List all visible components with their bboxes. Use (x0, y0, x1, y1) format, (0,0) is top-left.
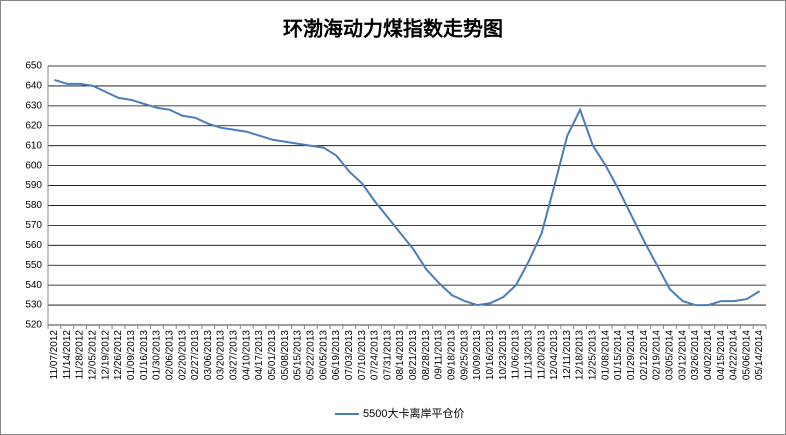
x-tick-label: 03/26/2014 (690, 330, 701, 380)
x-tick-label: 05/14/2014 (754, 330, 765, 380)
x-tick-label: 12/05/2012 (88, 330, 99, 380)
y-tick-label: 600 (25, 160, 42, 171)
x-tick-label: 10/16/2013 (485, 330, 496, 380)
x-tick-label: 04/15/2014 (716, 330, 727, 380)
x-tick-label: 04/02/2014 (703, 330, 714, 380)
x-tick-label: 08/28/2013 (421, 330, 432, 380)
x-tick-label: 02/20/2013 (177, 330, 188, 380)
x-tick-label: 01/08/2014 (600, 330, 611, 380)
x-tick-label: 04/22/2014 (729, 330, 740, 380)
y-tick-label: 520 (25, 320, 42, 331)
x-tick-label: 09/18/2013 (447, 330, 458, 380)
x-tick-label: 11/28/2012 (75, 330, 86, 380)
x-tick-label: 08/21/2013 (408, 330, 419, 380)
y-tick-label: 640 (25, 81, 42, 92)
x-tick-label: 09/25/2013 (459, 330, 470, 380)
y-tick-label: 610 (25, 140, 42, 151)
x-tick-label: 03/20/2013 (216, 330, 227, 380)
x-tick-label: 12/19/2012 (100, 330, 111, 380)
x-tick-label: 06/19/2013 (331, 330, 342, 380)
data-line (54, 78, 761, 307)
x-tick-label: 01/15/2014 (613, 330, 624, 380)
y-tick-label: 650 (25, 61, 42, 72)
x-tick-label: 03/27/2013 (229, 330, 240, 380)
x-tick-label: 03/06/2013 (203, 330, 214, 380)
y-tick-label: 550 (25, 260, 42, 271)
x-tick-label: 11/13/2013 (523, 330, 534, 380)
x-tick-label: 11/20/2013 (536, 330, 547, 380)
x-tick-label: 03/12/2014 (677, 330, 688, 380)
y-tick-label: 570 (25, 220, 42, 231)
x-tick-label: 05/08/2013 (280, 330, 291, 380)
y-tick-label: 540 (25, 280, 42, 291)
y-tick-label: 560 (25, 240, 42, 251)
x-tick-label: 04/10/2013 (241, 330, 252, 380)
chart-title: 环渤海动力煤指数走势图 (283, 16, 503, 40)
x-tick-label: 10/23/2013 (498, 330, 509, 380)
x-tick-label: 03/05/2014 (664, 330, 675, 380)
x-tick-label: 02/06/2013 (164, 330, 175, 380)
x-tick-label: 10/09/2013 (472, 330, 483, 380)
x-tick-label: 08/14/2013 (395, 330, 406, 380)
x-tick-label: 05/15/2013 (293, 330, 304, 380)
x-tick-label: 02/27/2013 (190, 330, 201, 380)
x-tick-label: 12/18/2013 (575, 330, 586, 380)
x-tick-label: 02/12/2014 (639, 330, 650, 380)
x-tick-label: 05/06/2014 (741, 330, 752, 380)
x-tick-label: 07/10/2013 (357, 330, 368, 380)
y-tick-label: 580 (25, 200, 42, 211)
x-tick-label: 01/09/2013 (126, 330, 137, 380)
x-tick-label: 11/14/2012 (62, 330, 73, 380)
x-tick-label: 12/04/2013 (549, 330, 560, 380)
x-tick-label: 07/31/2013 (382, 330, 393, 380)
x-tick-label: 05/22/2013 (305, 330, 316, 380)
x-tick-label: 07/03/2013 (344, 330, 355, 380)
x-tick-label: 01/16/2013 (139, 330, 150, 380)
y-tick-label: 530 (25, 300, 42, 311)
x-tick-label: 04/17/2013 (254, 330, 265, 380)
x-tick-label: 01/29/2014 (626, 330, 637, 380)
x-tick-label: 07/24/2013 (370, 330, 381, 380)
x-tick-label: 12/26/2012 (113, 330, 124, 380)
x-tick-label: 12/11/2013 (562, 330, 573, 380)
x-tick-label: 09/11/2013 (434, 330, 445, 380)
x-tick-label: 11/06/2013 (511, 330, 522, 380)
x-tick-label: 01/30/2013 (152, 330, 163, 380)
y-tick-label: 620 (25, 120, 42, 131)
x-tick-label: 12/25/2013 (588, 330, 599, 380)
y-tick-label: 630 (25, 100, 42, 111)
x-tick-label: 11/07/2012 (49, 330, 60, 380)
y-tick-label: 590 (25, 180, 42, 191)
x-tick-label: 05/01/2013 (267, 330, 278, 380)
x-tick-label: 06/05/2013 (318, 330, 329, 380)
legend-label: 5500大卡离岸平仓价 (363, 406, 464, 420)
x-tick-label: 02/19/2014 (652, 330, 663, 380)
